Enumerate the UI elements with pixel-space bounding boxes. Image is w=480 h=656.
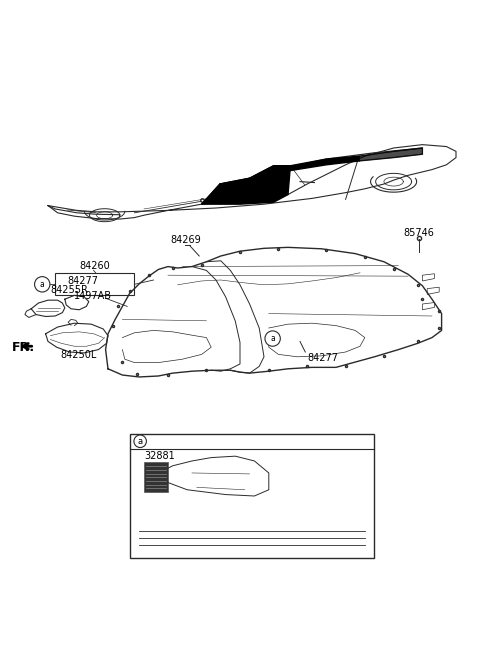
Text: 84277: 84277 — [307, 353, 338, 363]
Text: 84250L: 84250L — [60, 350, 96, 359]
Text: 1497AB: 1497AB — [74, 291, 112, 301]
Circle shape — [134, 435, 146, 447]
Bar — [55, 274, 134, 295]
Circle shape — [35, 277, 50, 292]
Polygon shape — [359, 148, 422, 161]
Bar — [130, 434, 374, 558]
Circle shape — [265, 331, 280, 346]
Text: 84260: 84260 — [79, 262, 110, 272]
Text: 84269: 84269 — [170, 235, 201, 245]
Text: 32881: 32881 — [144, 451, 175, 461]
Text: 84255R: 84255R — [50, 285, 88, 295]
Text: 85746: 85746 — [403, 228, 434, 238]
Text: a: a — [270, 334, 275, 343]
Text: FR.: FR. — [12, 341, 35, 354]
Text: a: a — [138, 437, 143, 446]
Bar — [144, 462, 168, 492]
Text: 84277: 84277 — [67, 276, 98, 286]
Polygon shape — [220, 156, 359, 188]
Polygon shape — [202, 166, 290, 204]
Text: a: a — [40, 280, 45, 289]
